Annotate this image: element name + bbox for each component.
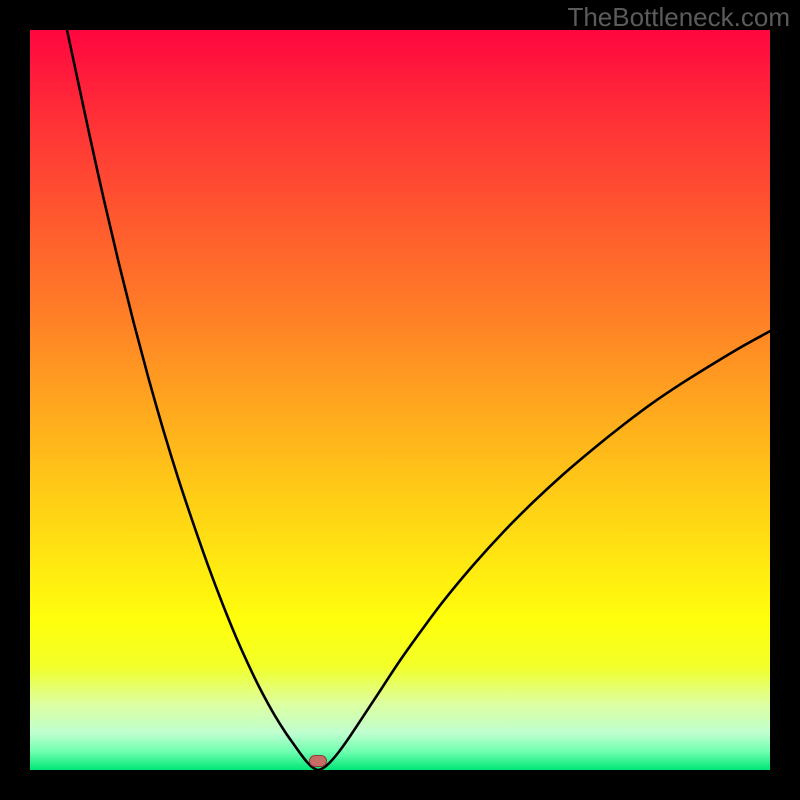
chart-svg xyxy=(30,30,770,770)
watermark-text: TheBottleneck.com xyxy=(567,2,790,33)
chart-frame: TheBottleneck.com xyxy=(0,0,800,800)
optimal-point-marker xyxy=(309,755,327,767)
plot-area xyxy=(30,30,770,770)
